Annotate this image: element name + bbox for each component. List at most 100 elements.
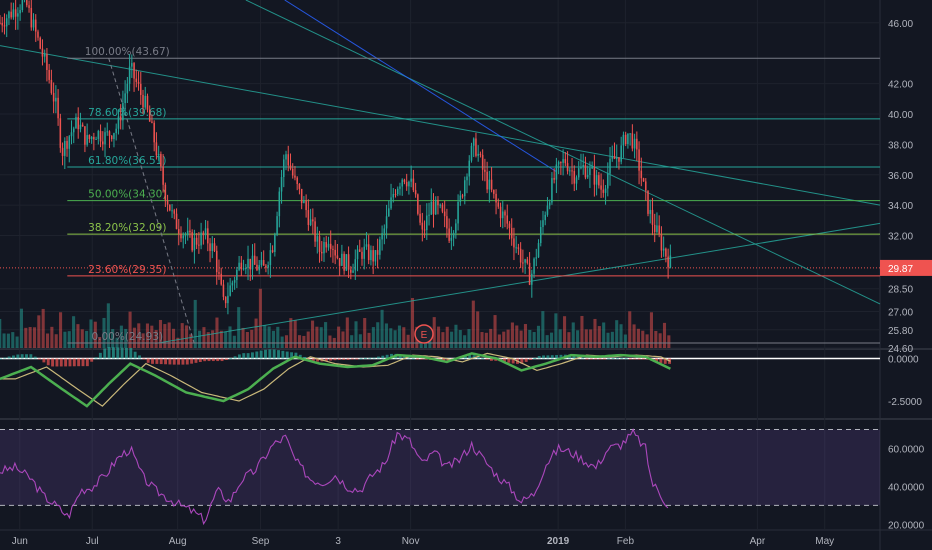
candle-body: [571, 170, 573, 172]
volume-bar: [2, 333, 6, 348]
candle-body: [526, 259, 529, 263]
volume-bar: [545, 335, 549, 348]
volume-bar: [619, 324, 623, 348]
candle-body: [298, 183, 301, 189]
macd-histogram-bar: [38, 358, 42, 360]
trendline: [155, 222, 881, 344]
candle-body: [537, 243, 540, 258]
candle-body: [341, 253, 343, 266]
macd-histogram-bar: [216, 358, 220, 362]
time-axis-label: 2019: [547, 536, 570, 547]
macd-histogram-bar: [633, 358, 637, 360]
candle-body: [577, 168, 580, 178]
candle-body: [662, 248, 665, 251]
volume-bar: [445, 326, 449, 348]
candle-body: [215, 250, 218, 273]
volume-bar: [171, 328, 176, 348]
macd-histogram-bar: [51, 358, 55, 367]
volume-bar: [76, 324, 80, 348]
fib-level-label: 0.00%(24.93): [91, 331, 163, 343]
volume-bar: [93, 321, 97, 348]
volume-bar: [185, 325, 189, 348]
volume-bar: [137, 323, 141, 348]
candle-body: [242, 268, 245, 270]
volume-bar: [189, 334, 193, 348]
fib-level-label: 61.80%(36.51): [88, 155, 166, 167]
volume-bar: [467, 329, 471, 348]
macd-histogram-bar: [146, 358, 150, 363]
macd-histogram-bar: [481, 358, 485, 360]
candle-body: [46, 54, 48, 70]
macd-histogram-bar: [620, 357, 624, 359]
volume-bar: [654, 330, 658, 348]
candle-body: [128, 66, 131, 84]
macd-line: [0, 352, 671, 408]
volume-bar: [528, 329, 532, 348]
candle-body: [26, 0, 28, 6]
candle-body: [233, 280, 236, 283]
candle-body: [466, 176, 468, 181]
candle-body: [122, 103, 124, 121]
volume-bar: [376, 322, 380, 348]
volume-bar: [510, 322, 514, 348]
fibonacci-retracement[interactable]: 100.00%(43.67) 78.60%(39.68) 61.80%(36.51)…: [67, 46, 880, 344]
macd-histogram-bar: [190, 358, 194, 364]
macd-histogram-bar: [25, 354, 28, 359]
earnings-marker[interactable]: E: [414, 324, 434, 344]
volume-bar: [41, 308, 45, 348]
candle-body: [459, 195, 462, 202]
candle-body: [184, 235, 187, 237]
candle-body: [146, 95, 149, 110]
candle-body: [258, 265, 260, 271]
candle-body: [260, 260, 263, 266]
volume-bar: [237, 307, 241, 348]
candle-body: [517, 247, 520, 249]
candle-body: [633, 138, 636, 149]
fib-level-label: 50.00%(34.30): [88, 189, 166, 201]
macd-histogram-bar: [624, 358, 628, 360]
candle-body: [551, 178, 553, 203]
candle-body: [115, 128, 117, 134]
volume-bar: [493, 315, 497, 348]
candle-body: [595, 175, 598, 185]
candle-body: [189, 230, 191, 233]
volume-bar: [502, 331, 506, 348]
candle-body: [180, 233, 182, 239]
volume-bar: [410, 297, 415, 348]
candle-body: [365, 244, 368, 247]
candle-body: [421, 222, 424, 230]
macd-histogram-bar: [420, 358, 424, 360]
volume-bar: [662, 322, 667, 348]
candle-body: [21, 0, 24, 10]
volume-bar: [432, 317, 436, 348]
candle-body: [227, 295, 229, 304]
candle-body: [81, 124, 84, 127]
volume-bar: [254, 318, 258, 348]
volume-bar: [293, 320, 297, 348]
volume-bar: [150, 325, 154, 348]
candle-body: [644, 181, 647, 191]
candle-body: [155, 142, 158, 156]
volume-bar: [324, 322, 328, 348]
candle-body: [450, 237, 453, 241]
time-axis-label: May: [815, 536, 834, 547]
candle-body: [600, 185, 602, 190]
macd-histogram-bar: [246, 353, 250, 359]
volume-bar: [63, 331, 67, 348]
candle-body: [455, 223, 457, 233]
candle-body: [113, 133, 115, 140]
macd-histogram-bar: [494, 358, 498, 361]
macd-histogram-bar: [398, 354, 402, 359]
volume-bar: [72, 316, 76, 348]
macd-histogram-bar: [259, 350, 263, 359]
macd-histogram-bar: [642, 358, 645, 360]
macd-histogram-bar: [242, 353, 246, 359]
candle-body: [591, 167, 593, 169]
candle-body: [213, 243, 216, 251]
candle-body: [106, 131, 109, 133]
candle-body: [59, 118, 62, 148]
candle-body: [144, 95, 147, 108]
candle-body: [396, 188, 399, 195]
candle-body: [117, 116, 120, 129]
